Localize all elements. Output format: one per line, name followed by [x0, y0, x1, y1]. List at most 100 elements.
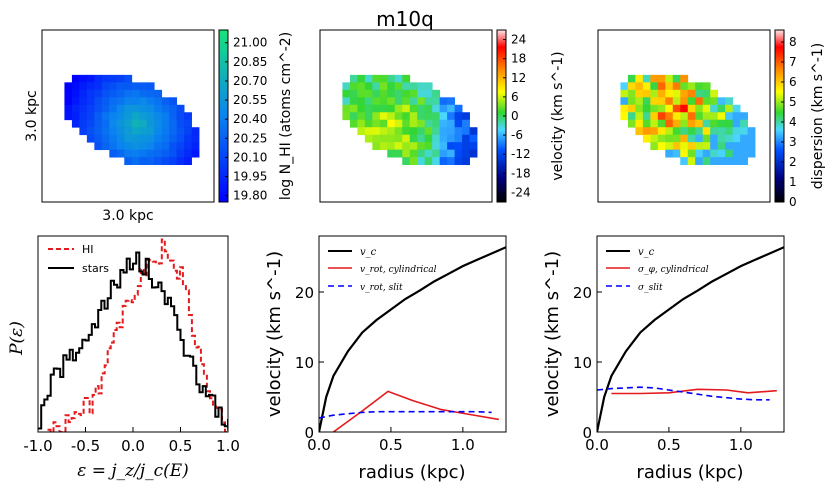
velocity-map-pixel — [469, 142, 478, 151]
hi-colorbar-label: log N_HI (atoms cm^-2) — [278, 32, 294, 200]
dispersion-map-pixel — [657, 142, 666, 151]
velocity-map-pixel — [424, 119, 433, 128]
velocity-map-pixel — [394, 82, 403, 91]
hi-map-pixel — [124, 112, 133, 121]
dispersion-map-pixel — [665, 134, 674, 143]
velocity-map-pixel — [417, 112, 426, 121]
hi-map-pixel — [154, 97, 163, 106]
dispersion-map-pixel — [672, 134, 681, 143]
velocity-map-pixel — [439, 142, 448, 151]
velocity-map-pixel — [447, 119, 456, 128]
hi-map-pixel — [124, 149, 133, 158]
dispersion-map-pixel — [740, 142, 748, 151]
circularity-x-tick-label: -0.5 — [71, 437, 100, 455]
hi-map-pixel — [86, 97, 95, 106]
velocity-map-pixel — [409, 112, 418, 121]
dispersion-colorbar-tick-label: 5 — [789, 95, 797, 109]
hi-map-pixel — [154, 134, 163, 143]
dispersion-map-pixel — [627, 82, 636, 91]
dispersion-map-pixel — [672, 97, 681, 106]
velocity-map-pixel — [409, 134, 418, 143]
velocity-map-pixel — [417, 104, 426, 113]
velocity-map-pixel — [387, 112, 396, 121]
velocity-map-pixel — [387, 149, 396, 158]
velocity-map-pixel — [432, 119, 441, 128]
velocity-map-pixel — [454, 112, 463, 121]
dispersion-map-pixel — [695, 112, 704, 121]
hi-map-pixel — [86, 74, 95, 83]
dispersion-map-pixel — [680, 104, 689, 113]
velocity-map-pixel — [432, 142, 441, 151]
dispersion-colorbar-tick-label: 6 — [789, 75, 797, 89]
dispersion-map-pixel — [710, 127, 719, 136]
velocity-colorbar-label: velocity (km s^-1) — [550, 51, 566, 180]
rotation-x-tick-label: 0.5 — [379, 436, 403, 454]
dispersion-x-tick-label: 1.0 — [729, 436, 753, 454]
velocity-map-pixel — [454, 142, 463, 151]
dispersion-panel: 0.0 0.5 1.0 0 10 20 radius (kpc) velocity (k… — [542, 235, 785, 483]
rotation-y-tick-label: 10 — [295, 354, 314, 372]
hi-map-pixel — [109, 104, 118, 113]
hi-map-pixel — [101, 74, 110, 83]
hi-map-pixel — [79, 89, 88, 98]
dispersion-map-pixel — [732, 134, 741, 143]
velocity-map-pixel — [447, 134, 456, 143]
dispersion-vc-line — [597, 246, 784, 432]
dispersion-map-pixel — [680, 74, 689, 83]
dispersion-colorbar-scale — [774, 29, 785, 203]
dispersion-map-pixel — [627, 112, 636, 121]
hi-map-pixel — [161, 142, 170, 151]
dispersion-colorbar-label: dispersion (km s^-1) — [810, 43, 826, 190]
dispersion-map-pixel — [642, 89, 651, 98]
hi-map-pixel — [176, 142, 185, 151]
dispersion-map-pixel — [710, 97, 719, 106]
hi-map-pixel — [169, 127, 178, 136]
velocity-map-pixel — [379, 134, 388, 143]
legend-vc-label: v_c — [360, 247, 377, 258]
hi-map-pixel — [101, 127, 110, 136]
velocity-map-pixel — [462, 157, 470, 166]
hi-map-pixel — [94, 97, 103, 106]
dispersion-map-pixel — [627, 89, 636, 98]
dispersion-map-pixel — [702, 142, 711, 151]
dispersion-colorbar-ticks: 8 7 6 5 4 3 2 1 0 — [781, 35, 797, 209]
velocity-map-pixel — [424, 82, 433, 91]
hi-map-pixel — [146, 112, 155, 121]
hi-map-pixel — [116, 119, 125, 128]
velocity-map-pixel — [379, 82, 388, 91]
dispersion-map-pixel — [702, 82, 711, 91]
velocity-map-pixel — [357, 97, 366, 106]
hi-map-pixel — [79, 74, 88, 83]
rotation-y-tick-label: 0 — [304, 424, 314, 442]
velocity-map-pixel — [387, 104, 396, 113]
hi-map-pixel — [184, 142, 192, 151]
velocity-map-pixel — [372, 127, 381, 136]
hi-map-pixel — [169, 112, 178, 121]
dispersion-x-tick-label: 0.5 — [657, 436, 681, 454]
dispersion-map-pixel — [650, 142, 659, 151]
hi-map-pixel — [146, 97, 155, 106]
dispersion-map-pixel — [710, 112, 719, 121]
hi-map-pixel — [154, 112, 163, 121]
dispersion-map-pixel — [702, 149, 711, 158]
hi-map-pixel — [124, 142, 133, 151]
dispersion-map-pixel — [665, 149, 674, 158]
hi-map-pixel — [184, 134, 192, 143]
legend-hi-label: HI — [82, 243, 94, 256]
hi-map-pixel — [94, 112, 103, 121]
velocity-map-pixel — [432, 112, 441, 121]
dispersion-map-pixel — [650, 74, 659, 83]
hi-map-pixel — [116, 142, 125, 151]
velocity-map-pixel — [357, 74, 366, 83]
hi-map-pixel — [86, 82, 95, 91]
dispersion-map-pixel — [702, 157, 711, 166]
hi-map-pixel — [109, 142, 118, 151]
velocity-map-pixel — [469, 134, 478, 143]
velocity-map-pixel — [372, 82, 381, 91]
dispersion-colorbar-tick-label: 3 — [789, 135, 797, 149]
hi-map-pixel — [131, 97, 140, 106]
velocity-map-pixel — [447, 149, 456, 158]
velocity-map-pixel — [454, 104, 463, 113]
velocity-map-pixel — [364, 97, 373, 106]
dispersion-map-pixel — [717, 127, 726, 136]
